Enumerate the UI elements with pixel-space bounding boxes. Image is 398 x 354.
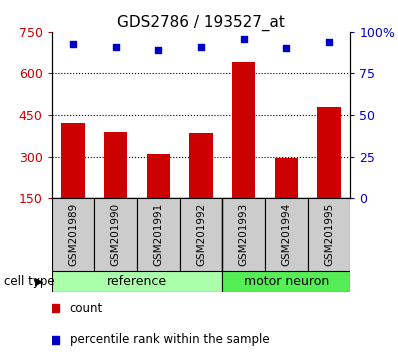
Text: GSM201990: GSM201990 xyxy=(111,203,121,266)
Bar xyxy=(265,198,308,271)
Text: ▶: ▶ xyxy=(35,276,44,286)
Bar xyxy=(146,154,170,198)
Bar xyxy=(222,271,350,292)
Bar xyxy=(317,107,341,198)
Bar xyxy=(232,62,256,198)
Bar xyxy=(52,198,94,271)
Text: GSM201991: GSM201991 xyxy=(153,203,163,266)
Bar xyxy=(275,158,298,198)
Text: GSM201989: GSM201989 xyxy=(68,203,78,266)
Text: motor neuron: motor neuron xyxy=(244,275,329,288)
Text: count: count xyxy=(70,302,103,315)
Text: GSM201994: GSM201994 xyxy=(281,203,291,266)
Bar xyxy=(308,198,350,271)
Bar xyxy=(94,198,137,271)
Text: GSM201993: GSM201993 xyxy=(239,203,249,266)
Text: percentile rank within the sample: percentile rank within the sample xyxy=(70,333,269,347)
Point xyxy=(240,36,247,41)
Bar xyxy=(189,133,213,198)
Bar xyxy=(104,132,127,198)
Point xyxy=(198,44,204,50)
Bar xyxy=(222,198,265,271)
Point xyxy=(326,39,332,45)
Bar xyxy=(61,124,85,198)
Bar xyxy=(137,198,179,271)
Text: cell type: cell type xyxy=(4,275,55,288)
Text: reference: reference xyxy=(107,275,167,288)
Bar xyxy=(179,198,222,271)
Bar xyxy=(52,271,222,292)
Title: GDS2786 / 193527_at: GDS2786 / 193527_at xyxy=(117,14,285,30)
Point xyxy=(113,44,119,50)
Point xyxy=(70,41,76,46)
Text: GSM201995: GSM201995 xyxy=(324,203,334,266)
Point xyxy=(283,46,289,51)
Point xyxy=(155,47,162,53)
Text: GSM201992: GSM201992 xyxy=(196,203,206,266)
